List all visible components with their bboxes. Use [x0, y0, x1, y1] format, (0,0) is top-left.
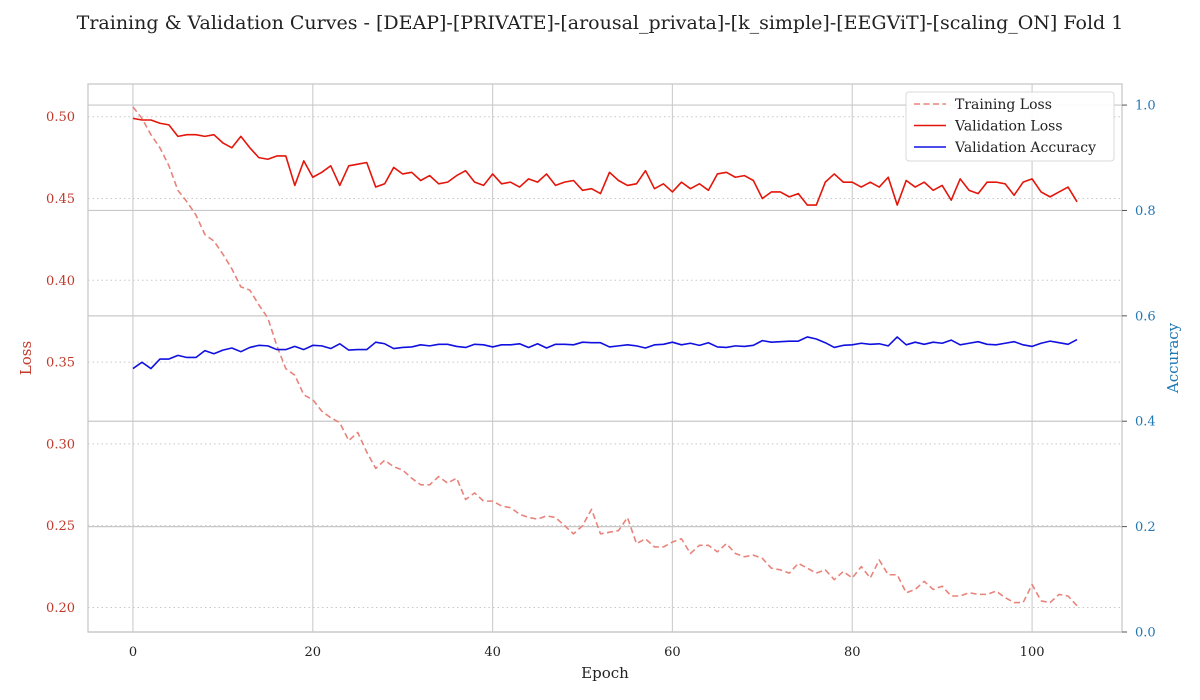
- validation-accuracy-line: [132, 336, 1078, 370]
- left-y-axis-label: Loss: [17, 341, 35, 375]
- left-y-tick-label: 0.50: [46, 110, 75, 125]
- x-tick-label: 0: [129, 645, 137, 660]
- x-tick-label: 20: [305, 645, 322, 660]
- left-y-axis: 0.20 0.25 0.30 0.35 0.40 0.45 0.50: [46, 110, 75, 616]
- left-y-tick-label: 0.20: [46, 601, 75, 616]
- left-y-tick-label: 0.25: [46, 519, 75, 534]
- legend-entry-label: Training Loss: [955, 97, 1052, 113]
- legend-box: [905, 91, 1115, 162]
- plot-frame: [87, 83, 1123, 633]
- training-loss-line: [132, 106, 1078, 607]
- plot-area: [88, 84, 1122, 632]
- left-y-tick-label: 0.30: [46, 437, 75, 452]
- series-layer: [132, 106, 1078, 607]
- left-y-tick-label: 0.35: [46, 356, 75, 371]
- legend-entry-label: Validation Loss: [954, 119, 1063, 135]
- x-axis: 0 20 40 60 80 100: [129, 645, 1045, 660]
- x-axis-label: Epoch: [581, 664, 629, 682]
- right-y-axis-label: Accuracy: [1164, 322, 1182, 394]
- left-y-grid: [88, 116, 1122, 608]
- x-tick-label: 100: [1020, 645, 1045, 660]
- right-y-axis: 0.0 0.2 0.4 0.6 0.8 1.0: [1122, 99, 1156, 641]
- left-y-tick-label: 0.45: [46, 192, 75, 207]
- right-y-tick-label: 0.6: [1135, 309, 1156, 324]
- right-y-tick-label: 1.0: [1135, 99, 1156, 114]
- right-y-tick-label: 0.4: [1135, 415, 1156, 430]
- x-tick-label: 40: [484, 645, 501, 660]
- right-y-tick-label: 0.0: [1135, 626, 1156, 641]
- right-y-tick-label: 0.2: [1135, 520, 1156, 535]
- legend: Training Loss Validation Loss Validation A…: [905, 91, 1115, 162]
- legend-entry-label: Validation Accuracy: [954, 140, 1096, 156]
- left-y-tick-label: 0.40: [46, 274, 75, 289]
- x-grid: [132, 84, 1033, 632]
- x-tick-label: 60: [664, 645, 681, 660]
- chart-title: Training & Validation Curves - [DEAP]-[P…: [77, 12, 1124, 34]
- right-y-tick-label: 0.8: [1135, 204, 1156, 219]
- x-tick-label: 80: [844, 645, 861, 660]
- validation-loss-line: [132, 117, 1078, 206]
